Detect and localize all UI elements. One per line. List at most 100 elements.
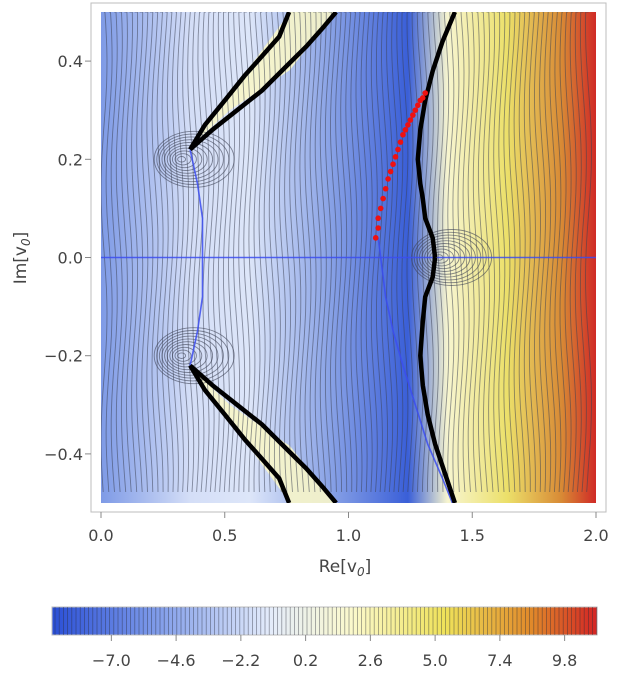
contour-line [101, 12, 108, 493]
contour-line [279, 12, 286, 493]
boundary-curve [188, 12, 292, 151]
saddle-contour [177, 352, 187, 359]
contour-line [585, 12, 592, 493]
contour-line [248, 12, 256, 493]
red-point [377, 205, 384, 212]
contour-line [345, 12, 353, 493]
contour-line [549, 12, 557, 493]
x-tick-label: 1.5 [460, 526, 485, 545]
y-tick-label: 0.0 [58, 249, 83, 268]
contour-line [467, 12, 475, 493]
contour-line [228, 12, 235, 493]
saddle-contour [156, 133, 230, 185]
contour-line [513, 12, 521, 493]
contour-line [574, 12, 582, 493]
contour-line [197, 12, 205, 493]
contour-line [523, 12, 531, 492]
red-point [402, 127, 409, 133]
red-point [390, 161, 396, 168]
boundary-curve [188, 364, 292, 503]
contour-line [447, 12, 455, 493]
contour-line [340, 12, 348, 493]
contour-line [350, 12, 358, 493]
red-point [375, 215, 382, 222]
contour-line [406, 12, 414, 493]
colorbar-tick-label: 9.8 [552, 651, 577, 670]
red-point [395, 146, 401, 153]
contour-line [268, 12, 276, 493]
y-tick-label: −0.2 [44, 347, 83, 366]
blue-curve [189, 149, 204, 366]
saddle-contour [166, 341, 208, 371]
saddle-contour [164, 338, 214, 373]
contour-line [539, 12, 547, 493]
contour-line [126, 12, 133, 493]
contour-line [258, 12, 266, 493]
red-point [387, 168, 394, 175]
contour-line [217, 12, 225, 493]
contour-line [386, 12, 394, 493]
x-axis: 0.0 0.5 1.0 1.5 2.0 [88, 512, 609, 545]
contour-line [554, 12, 562, 493]
saddle-contour [166, 144, 208, 174]
contour-line [151, 12, 159, 493]
colorbar-tick-label: 5.0 [422, 651, 447, 670]
contour-line [401, 12, 409, 493]
contour-line [493, 12, 501, 493]
red-points [372, 90, 429, 241]
contour-line [391, 12, 399, 493]
contour-line [273, 12, 281, 493]
contour-line [202, 12, 210, 493]
red-point [405, 122, 411, 128]
boundary-curve [188, 363, 338, 503]
contour-line [462, 12, 470, 493]
saddle-contour [164, 142, 214, 177]
contour-line [370, 12, 378, 493]
colorbar-tick-label: −4.6 [157, 651, 196, 670]
boundary-curve [415, 12, 457, 258]
contour-line [253, 12, 261, 493]
contour-line [309, 12, 317, 493]
contour-line [314, 12, 322, 493]
saddle-contour [174, 349, 192, 362]
saddle-contour [158, 136, 224, 183]
colorbar-tick-label: 2.6 [358, 651, 383, 670]
contour-line [452, 12, 460, 493]
x-tick-label: 2.0 [583, 526, 608, 545]
red-point [375, 225, 382, 231]
contour-line [381, 12, 388, 493]
red-point [380, 195, 386, 202]
contour-line [131, 12, 139, 493]
saddle-contour [153, 327, 235, 385]
contour-line [120, 12, 128, 493]
contour-line [503, 12, 511, 493]
blue-curves [101, 149, 596, 503]
contour-line [243, 12, 251, 493]
boundary-curve [188, 12, 338, 152]
red-point [412, 107, 419, 113]
contour-line [319, 12, 327, 493]
contour-line [222, 12, 230, 493]
contour-line [177, 12, 184, 493]
contour-line [324, 12, 332, 493]
contour-line [192, 12, 200, 493]
contour-line [416, 12, 424, 493]
y-tick-label: −0.4 [44, 445, 83, 464]
contour-line [335, 12, 343, 493]
colorbar-tick-label: −7.0 [92, 651, 131, 670]
boundary-curve [418, 257, 458, 503]
x-tick-label: 0.5 [212, 526, 237, 545]
colorbar [51, 606, 598, 636]
lower-tongue-region [194, 371, 335, 503]
contour-line [141, 12, 149, 493]
saddle-contour [156, 330, 230, 382]
contour-line [396, 12, 404, 493]
contour-line [544, 12, 552, 493]
x-axis-label: Re[v0] [319, 557, 371, 579]
contour-line [426, 12, 434, 493]
saddle-contour [169, 147, 203, 171]
contour-line [166, 12, 174, 493]
contour-line [559, 12, 567, 493]
red-point [422, 90, 429, 96]
